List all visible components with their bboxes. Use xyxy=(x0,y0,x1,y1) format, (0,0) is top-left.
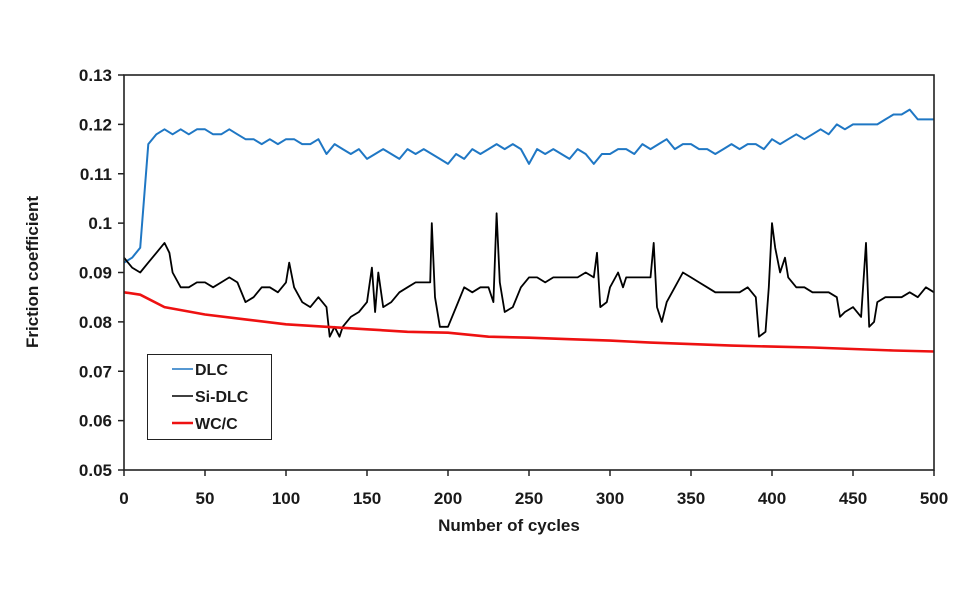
x-tick-label: 400 xyxy=(758,489,786,508)
series-line-dlc xyxy=(123,108,934,264)
legend-label: Si-DLC xyxy=(195,389,249,406)
x-axis-ticks: 0 50 100 150 200 250 300 350 400 450 500 xyxy=(119,470,948,508)
x-tick-label: 300 xyxy=(596,489,624,508)
y-axis-ticks: 0.05 0.06 0.07 0.08 0.09 0.1 0.11 0.12 0.13 xyxy=(79,66,124,480)
y-tick-label: 0.09 xyxy=(79,264,112,283)
y-tick-label: 0.13 xyxy=(79,66,112,85)
y-tick-label: 0.08 xyxy=(79,313,112,332)
x-tick-label: 350 xyxy=(677,489,705,508)
series-line-si-dlc xyxy=(123,212,935,338)
x-axis-label: Number of cycles xyxy=(438,516,580,535)
y-tick-label: 0.1 xyxy=(88,214,112,233)
legend-label: DLC xyxy=(195,362,228,379)
y-tick-label: 0.11 xyxy=(80,165,112,184)
series-lines xyxy=(123,108,935,353)
x-tick-label: 500 xyxy=(920,489,948,508)
y-tick-label: 0.06 xyxy=(79,412,112,431)
plot-frame xyxy=(123,74,935,471)
x-tick-label: 200 xyxy=(434,489,462,508)
x-tick-label: 50 xyxy=(196,489,215,508)
legend-box xyxy=(147,354,272,440)
y-tick-label: 0.12 xyxy=(79,115,112,134)
x-tick-label: 100 xyxy=(272,489,300,508)
y-tick-label: 0.07 xyxy=(79,362,112,381)
x-tick-label: 250 xyxy=(515,489,543,508)
y-tick-label: 0.05 xyxy=(79,461,112,480)
y-axis-label: Friction coefficient xyxy=(23,196,42,348)
legend: DLC Si-DLC WC/C xyxy=(147,354,272,440)
legend-label: WC/C xyxy=(195,416,238,433)
x-tick-label: 0 xyxy=(119,489,128,508)
series-line-wc-c xyxy=(123,291,935,353)
x-tick-label: 150 xyxy=(353,489,381,508)
x-tick-label: 450 xyxy=(839,489,867,508)
